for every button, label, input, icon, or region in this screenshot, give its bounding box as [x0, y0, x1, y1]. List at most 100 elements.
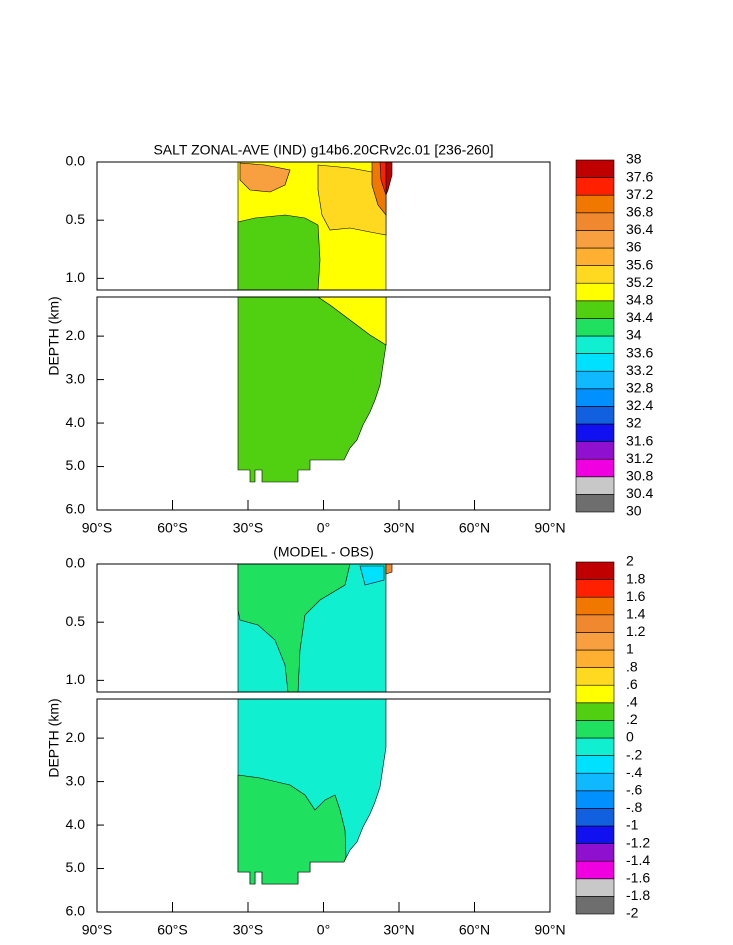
colorbar-label: 31.6	[626, 432, 653, 448]
colorbar-label: 34	[626, 327, 642, 343]
y-tick-label: 0.0	[66, 555, 86, 571]
colorbar-label: 1.4	[626, 606, 646, 622]
y-tick-label: 4.0	[66, 816, 86, 832]
y-tick-label: 4.0	[66, 414, 86, 430]
y-tick-label: 1.0	[66, 671, 86, 687]
colorbar-box	[575, 702, 615, 721]
colorbar-label: -2	[626, 905, 639, 921]
y-tick-label: 2.0	[66, 729, 86, 745]
colorbar-box	[575, 423, 615, 442]
x-tick-label: 30°N	[383, 520, 414, 536]
colorbar-label: -1.8	[626, 887, 650, 903]
colorbar-label: 36.4	[626, 221, 653, 237]
panel-frame	[96, 161, 551, 291]
colorbar-label: 1.2	[626, 623, 646, 639]
colorbar-label: 36	[626, 239, 642, 255]
x-tick-label: 30°S	[233, 922, 264, 938]
colorbar-label: 30	[626, 503, 642, 519]
y-tick-label: 6.0	[66, 903, 86, 919]
colorbar-box	[575, 318, 615, 337]
x-tick-label: 0°	[317, 520, 330, 536]
colorbar-box	[575, 300, 615, 319]
colorbar-box	[575, 388, 615, 407]
colorbar-label: 1	[626, 641, 634, 657]
colorbar-label: -1.4	[626, 852, 650, 868]
y-tick-label: 2.0	[66, 327, 86, 343]
contour-region	[317, 164, 387, 236]
y-tick-label: 6.0	[66, 501, 86, 517]
colorbar-label: 36.8	[626, 204, 653, 220]
contour-region	[385, 563, 393, 575]
chart-title: SALT ZONAL-AVE (IND) g14b6.20CRv2c.01 [2…	[153, 142, 493, 158]
colorbar-label: 1.6	[626, 588, 646, 604]
x-tick-label: 60°S	[157, 520, 188, 536]
chart: 0.0 0.5 1.0 2.0 3.0 4.0 5.0 6.0 90°S 60°S 30°S 0° 30…	[46, 544, 651, 938]
x-tick-label: 60°S	[157, 922, 188, 938]
colorbar-box	[575, 772, 615, 792]
x-tick-label: 90°N	[534, 922, 565, 938]
colorbar-label: 37.2	[626, 186, 653, 202]
colorbar-box	[575, 808, 615, 827]
colorbar-label: 34.8	[626, 292, 653, 308]
x-tick-label: 90°S	[82, 520, 113, 536]
colorbar-box	[575, 230, 615, 249]
y-axis-label: DEPTH (km)	[46, 698, 62, 777]
colorbar-label: 30.8	[626, 468, 653, 484]
x-tick-label: 90°S	[82, 922, 113, 938]
colorbar-label: 32.8	[626, 380, 653, 396]
colorbar-label: .8	[626, 658, 638, 674]
colorbar-box	[575, 878, 615, 897]
colorbar-box	[575, 720, 615, 739]
colorbar-label: -.6	[626, 782, 643, 798]
colorbar-box	[575, 649, 615, 668]
y-tick-label: 3.0	[66, 370, 86, 386]
colorbar-box	[575, 896, 615, 915]
contour-region	[237, 214, 321, 291]
colorbar-label: -.4	[626, 764, 643, 780]
colorbar-label: -.2	[626, 746, 643, 762]
colorbar-label: .6	[626, 676, 638, 692]
x-tick-label: 90°N	[534, 520, 565, 536]
colorbar-box	[575, 353, 615, 372]
colorbar-label: 33.6	[626, 344, 653, 360]
colorbar-box	[575, 282, 615, 302]
colorbar-label: 37.6	[626, 168, 653, 184]
colorbar-box	[575, 684, 615, 704]
panel-frame	[96, 563, 551, 693]
colorbar-box	[575, 561, 615, 580]
colorbar-label: 31.2	[626, 450, 653, 466]
colorbar-box	[575, 596, 615, 616]
colorbar-box	[575, 860, 615, 880]
contour-region	[237, 296, 387, 483]
colorbar-label: -1.2	[626, 834, 650, 850]
contour-region	[239, 162, 291, 193]
colorbar-label: 33.2	[626, 362, 653, 378]
colorbar-box	[575, 247, 615, 266]
colorbar-box	[575, 194, 615, 214]
colorbar-box	[575, 790, 615, 809]
colorbar-box	[575, 494, 615, 513]
y-tick-label: 1.0	[66, 269, 86, 285]
colorbar-box	[575, 212, 615, 231]
colorbar-box	[575, 458, 615, 478]
colorbar-label: .4	[626, 694, 638, 710]
colorbar-label: 34.4	[626, 309, 653, 325]
y-tick-label: 5.0	[66, 859, 86, 875]
colorbar-label: 32.4	[626, 397, 653, 413]
colorbar-box	[575, 177, 615, 196]
colorbar-box	[575, 476, 615, 495]
colorbar-label: .2	[626, 711, 638, 727]
colorbar-label: 38	[626, 151, 642, 167]
colorbar-box	[575, 265, 615, 284]
y-tick-label: 3.0	[66, 772, 86, 788]
contour-region	[359, 565, 385, 586]
colorbar-label: -1.6	[626, 870, 650, 886]
colorbar-box	[575, 159, 615, 178]
y-tick-label: 0.5	[66, 211, 86, 227]
colorbar-label: 0	[626, 729, 634, 745]
colorbar-box	[575, 825, 615, 844]
colorbar-box	[575, 737, 615, 756]
chart-title: (MODEL - OBS)	[273, 544, 374, 560]
x-tick-label: 60°N	[459, 520, 490, 536]
